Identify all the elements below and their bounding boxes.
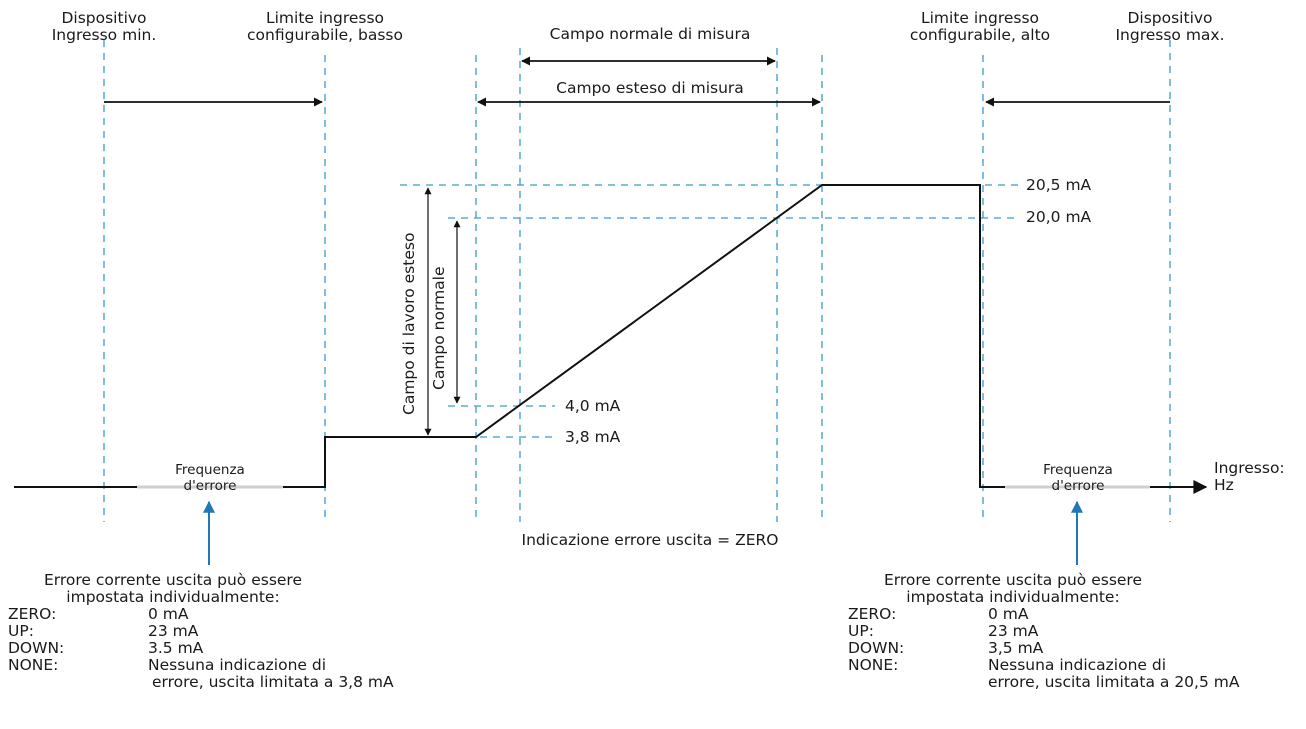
note-value: errore, uscita limitata a 20,5 mA — [988, 673, 1240, 691]
note-key: ZERO: — [8, 605, 57, 623]
note-left-head-2: impostata individualmente: — [66, 588, 280, 606]
label-limit-low: Limite ingresso configurabile, basso — [247, 9, 403, 44]
note-right-row: DOWN: 3,5 mA — [848, 640, 1178, 657]
note-right-head-1: Errore corrente uscita può essere — [883, 571, 1143, 589]
note-value: 3.5 mA — [148, 639, 204, 657]
note-left-row: NONE: Nessuna indicazione di — [8, 657, 338, 674]
note-key: NONE: — [8, 656, 59, 674]
label-x-axis: Ingresso: Hz — [1214, 459, 1285, 494]
note-left-row: errore, uscita limitata a 3,8 mA — [8, 674, 394, 691]
label-error-frequency-right: Frequenza d'errore — [1043, 462, 1113, 494]
label-device-max: Dispositivo Ingresso max. — [1115, 9, 1225, 44]
label-4-0-ma: 4,0 mA — [565, 397, 621, 415]
note-value: 0 mA — [988, 605, 1029, 623]
note-left-row: UP: 23 mA — [8, 623, 338, 640]
note-left-row: ZERO: 0 mA — [8, 606, 338, 623]
note-left-row: DOWN: 3.5 mA — [8, 640, 338, 657]
note-left: Errore corrente uscita può essere impost… — [8, 571, 394, 691]
note-value: 23 mA — [988, 622, 1039, 640]
note-right-row: NONE: Nessuna indicazione di — [848, 657, 1178, 674]
label-limit-high: Limite ingresso configurabile, alto — [909, 9, 1051, 44]
note-key: UP: — [8, 622, 34, 640]
note-value: Nessuna indicazione di — [148, 656, 327, 674]
note-key: ZERO: — [848, 605, 897, 623]
label-20-5-ma: 20,5 mA — [1026, 176, 1092, 194]
note-right-head-2: impostata individualmente: — [906, 588, 1120, 606]
label-output-error: Indicazione errore uscita = ZERO — [521, 531, 779, 549]
label-extended-work-range: Campo di lavoro esteso — [400, 232, 418, 415]
note-value: 0 mA — [148, 605, 189, 623]
label-error-frequency-left: Frequenza d'errore — [175, 462, 245, 494]
note-key: DOWN: — [8, 639, 65, 657]
note-left-head-1: Errore corrente uscita può essere — [43, 571, 303, 589]
note-value: 3,5 mA — [988, 639, 1044, 657]
note-right: Errore corrente uscita può essere impost… — [848, 571, 1239, 691]
label-device-min: Dispositivo Ingresso min. — [51, 9, 157, 44]
note-right-row: UP: 23 mA — [848, 623, 1178, 640]
label-normal-range: Campo normale di misura — [549, 25, 751, 43]
note-key: UP: — [848, 622, 874, 640]
note-key: DOWN: — [848, 639, 905, 657]
label-normal-work-range: Campo normale — [430, 266, 448, 390]
label-3-8-ma: 3,8 mA — [565, 428, 621, 446]
note-right-row: ZERO: 0 mA — [848, 606, 1178, 623]
note-right-row: errore, uscita limitata a 20,5 mA — [848, 674, 1239, 691]
note-value: Nessuna indicazione di — [988, 656, 1167, 674]
output-curve — [14, 184, 1005, 488]
note-key: NONE: — [848, 656, 899, 674]
label-20-0-ma: 20,0 mA — [1026, 208, 1092, 226]
note-value: errore, uscita limitata a 3,8 mA — [152, 673, 394, 691]
label-extended-range: Campo esteso di misura — [556, 79, 744, 97]
note-value: 23 mA — [148, 622, 199, 640]
